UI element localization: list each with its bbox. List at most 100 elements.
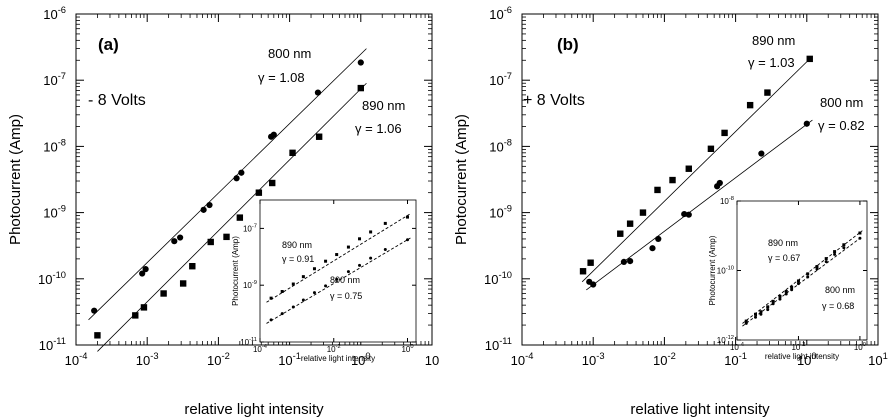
data-point bbox=[707, 145, 715, 152]
panel-b-chart: 10-4 10-3 10-2 10-1 100 10110-1110-1010-910-8… bbox=[453, 5, 888, 418]
voltage-label: + 8 Volts bbox=[523, 92, 585, 109]
data-point bbox=[289, 149, 296, 157]
data-point bbox=[639, 209, 647, 216]
x-tick-label: 10-2 bbox=[207, 351, 230, 368]
series-wavelength-label: 890 nm bbox=[362, 98, 405, 113]
y-tick-label: 10-10 bbox=[484, 270, 512, 287]
y-tick-label: 10-11 bbox=[485, 336, 512, 353]
inset-wavelength-label: 890 nm bbox=[282, 240, 312, 250]
inset-data-point bbox=[312, 267, 316, 271]
inset-wavelength-label: 890 nm bbox=[768, 238, 798, 248]
y-tick-label: 10-6 bbox=[43, 5, 66, 22]
inset-frame bbox=[736, 200, 868, 341]
series-wavelength-label: 890 nm bbox=[752, 33, 795, 48]
x-tick-label: 10-4 bbox=[511, 351, 534, 368]
data-point bbox=[758, 150, 765, 157]
data-point bbox=[238, 169, 245, 176]
inset-data-point bbox=[858, 236, 862, 240]
data-point bbox=[579, 268, 587, 275]
inset-frame bbox=[259, 199, 417, 343]
inset-data-point bbox=[824, 260, 828, 264]
inset-y-tick-label: 10-12 bbox=[717, 335, 734, 345]
inset-data-point bbox=[346, 245, 350, 249]
series-800-nm bbox=[586, 119, 813, 291]
inset-data-point bbox=[301, 275, 305, 279]
y-tick-label: 10-8 bbox=[489, 137, 512, 154]
data-point bbox=[620, 258, 628, 266]
data-point bbox=[746, 101, 754, 109]
inset-data-point bbox=[790, 285, 794, 289]
inset-chart: 10-4 10-2 100 10-11 10-9 10-7 relative light i… bbox=[231, 199, 417, 363]
inset-x-axis-title: relative light intensity bbox=[765, 352, 839, 361]
panel-a-chart: 10-4 10-3 10-2 10-1 100 10 10-11 10-10 10-9 10-8 1… bbox=[7, 5, 439, 418]
inset-fit-line bbox=[266, 237, 411, 324]
inset-data-point bbox=[778, 297, 782, 301]
inset-data-point bbox=[815, 265, 819, 269]
inset-data-point bbox=[324, 284, 328, 288]
y-tick-label: 10-7 bbox=[489, 71, 512, 88]
data-point bbox=[160, 290, 167, 297]
x-tick-label: 10-4 bbox=[65, 351, 88, 368]
inset-data-point bbox=[346, 270, 350, 274]
x-axis-title: relative light intensity bbox=[630, 401, 770, 418]
data-point bbox=[269, 179, 276, 187]
inset-data-point bbox=[806, 272, 810, 276]
inset-x-tick-label: 100 bbox=[401, 344, 413, 354]
inset-data-point bbox=[790, 288, 794, 292]
inset-data-point bbox=[280, 312, 284, 316]
inset-y-axis-title: Photocurrent (Amp) bbox=[708, 235, 717, 305]
data-point bbox=[200, 206, 207, 213]
inset-data-point bbox=[824, 257, 828, 261]
data-point bbox=[721, 129, 728, 137]
inset-data-point bbox=[754, 312, 758, 316]
data-point bbox=[177, 234, 184, 241]
series-gamma-label: γ = 1.03 bbox=[748, 55, 795, 70]
series-wavelength-label: 800 nm bbox=[820, 95, 863, 110]
inset-data-point bbox=[796, 282, 800, 286]
inset-data-point bbox=[406, 215, 410, 219]
inset-gamma-label: γ = 0.67 bbox=[768, 253, 800, 263]
inset-data-point bbox=[383, 221, 387, 225]
data-point bbox=[139, 270, 146, 277]
data-point bbox=[685, 165, 692, 172]
inset-y-tick-label: 10-10 bbox=[717, 266, 734, 276]
inset-wavelength-label: 800 nm bbox=[825, 285, 855, 295]
y-axis-title: Photocurrent (Amp) bbox=[453, 114, 470, 245]
data-point bbox=[140, 304, 148, 311]
inset-gamma-label: γ = 0.68 bbox=[822, 301, 854, 311]
x-tick-label: 10-2 bbox=[653, 351, 676, 368]
inset-y-tick-label: 10-11 bbox=[240, 337, 257, 347]
y-tick-label: 10-9 bbox=[43, 204, 66, 221]
inset-data-point bbox=[778, 294, 782, 298]
y-tick-label: 10-11 bbox=[39, 336, 66, 353]
data-point bbox=[716, 179, 723, 187]
y-tick-label: 10-7 bbox=[43, 71, 66, 88]
y-axis-title: Photocurrent (Amp) bbox=[7, 114, 24, 245]
x-axis-title: relative light intensity bbox=[184, 401, 324, 418]
inset-data-point bbox=[842, 246, 846, 250]
inset-data-point bbox=[815, 267, 819, 271]
data-point bbox=[314, 89, 322, 96]
data-point bbox=[270, 131, 277, 138]
data-point bbox=[681, 210, 688, 218]
inset-data-point bbox=[335, 277, 339, 281]
x-tick-label: 101 bbox=[868, 351, 888, 368]
inset-data-point bbox=[858, 231, 862, 235]
inset-chart: 10-4 10-2 100 10-12 10-10 10-8 relative light … bbox=[708, 196, 868, 361]
data-point bbox=[142, 266, 149, 273]
inset-data-point bbox=[369, 256, 373, 260]
inset-series-890-nm bbox=[742, 230, 863, 324]
inset-wavelength-label: 800 nm bbox=[330, 275, 360, 285]
data-point bbox=[627, 258, 634, 265]
inset-x-tick-label: 10-4 bbox=[730, 342, 745, 352]
data-point bbox=[669, 176, 676, 184]
inset-y-tick-label: 10-9 bbox=[243, 280, 257, 290]
series-890-nm bbox=[94, 82, 367, 352]
y-tick-label: 10-9 bbox=[489, 204, 512, 221]
data-point bbox=[357, 59, 364, 66]
inset-data-point bbox=[280, 290, 284, 294]
inset-data-point bbox=[784, 292, 788, 296]
inset-x-tick-label: 10-2 bbox=[327, 344, 341, 354]
panel-label: (a) bbox=[98, 35, 119, 54]
